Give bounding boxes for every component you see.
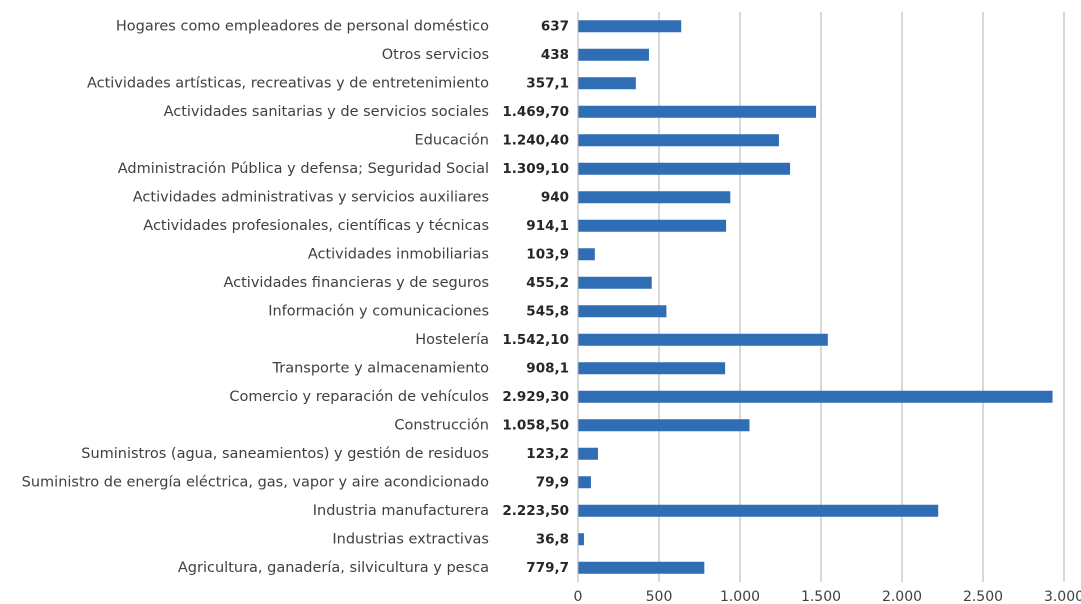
- bar: [578, 77, 636, 90]
- value-label: 103,9: [526, 246, 569, 262]
- value-label: 1.058,50: [502, 417, 569, 433]
- value-label: 36,8: [536, 531, 569, 547]
- value-label: 455,2: [526, 275, 569, 291]
- bar: [578, 504, 939, 517]
- bar: [578, 276, 652, 289]
- bar: [578, 362, 726, 375]
- bar: [578, 561, 705, 574]
- bar: [578, 20, 682, 33]
- category-label: Actividades profesionales, científicas y…: [143, 218, 489, 234]
- category-label: Actividades financieras y de seguros: [223, 275, 489, 291]
- category-label: Agricultura, ganadería, silvicultura y p…: [178, 560, 489, 576]
- bar: [578, 48, 649, 61]
- x-tick-label: 1.000: [720, 589, 760, 604]
- value-label: 637: [541, 18, 569, 34]
- value-label: 79,9: [536, 474, 569, 490]
- category-label: Administración Pública y defensa; Seguri…: [118, 161, 489, 177]
- category-label: Construcción: [394, 417, 489, 433]
- category-label: Educación: [415, 132, 489, 148]
- bar: [578, 105, 817, 118]
- bar: [578, 333, 828, 346]
- category-label: Suministro de energía eléctrica, gas, va…: [22, 474, 489, 490]
- bar: [578, 134, 779, 147]
- x-tick-label: 0: [574, 589, 583, 604]
- category-label: Actividades administrativas y servicios …: [133, 189, 489, 205]
- category-label: Información y comunicaciones: [268, 303, 489, 319]
- category-label: Suministros (agua, saneamientos) y gesti…: [81, 446, 489, 462]
- value-label: 1.542,10: [502, 332, 569, 348]
- bar: [578, 533, 584, 546]
- category-label: Industrias extractivas: [332, 531, 489, 547]
- value-label: 2.929,30: [502, 389, 569, 405]
- category-label: Industria manufacturera: [313, 503, 489, 519]
- category-label: Otros servicios: [382, 47, 489, 63]
- bar: [578, 476, 591, 489]
- bar: [578, 219, 727, 232]
- value-label: 1.469,70: [502, 104, 569, 120]
- bar: [578, 305, 667, 318]
- bar: [578, 162, 791, 175]
- category-label: Hostelería: [415, 332, 489, 348]
- bar: [578, 248, 595, 261]
- bar: [578, 419, 750, 432]
- category-label: Actividades sanitarias y de servicios so…: [164, 104, 489, 120]
- value-label: 940: [541, 189, 569, 205]
- category-label: Hogares como empleadores de personal dom…: [116, 18, 489, 34]
- value-label: 1.240,40: [502, 132, 569, 148]
- x-tick-label: 1.500: [801, 589, 841, 604]
- value-label: 438: [541, 47, 569, 63]
- value-label: 908,1: [526, 360, 569, 376]
- x-tick-label: 3.000: [1044, 589, 1081, 604]
- value-label: 1.309,10: [502, 161, 569, 177]
- x-tick-label: 500: [646, 589, 673, 604]
- value-label: 2.223,50: [502, 503, 569, 519]
- value-label: 123,2: [526, 446, 569, 462]
- x-tick-label: 2.500: [963, 589, 1003, 604]
- value-label: 545,8: [526, 303, 569, 319]
- bar: [578, 447, 598, 460]
- category-label: Actividades inmobiliarias: [308, 246, 489, 262]
- value-label: 357,1: [526, 75, 569, 91]
- value-label: 779,7: [526, 560, 569, 576]
- category-label: Comercio y reparación de vehículos: [229, 389, 489, 405]
- category-label: Transporte y almacenamiento: [272, 360, 490, 376]
- value-label: 914,1: [526, 218, 569, 234]
- bar: [578, 191, 731, 204]
- bar: [578, 390, 1053, 403]
- x-tick-label: 2.000: [882, 589, 922, 604]
- category-label: Actividades artísticas, recreativas y de…: [87, 75, 489, 91]
